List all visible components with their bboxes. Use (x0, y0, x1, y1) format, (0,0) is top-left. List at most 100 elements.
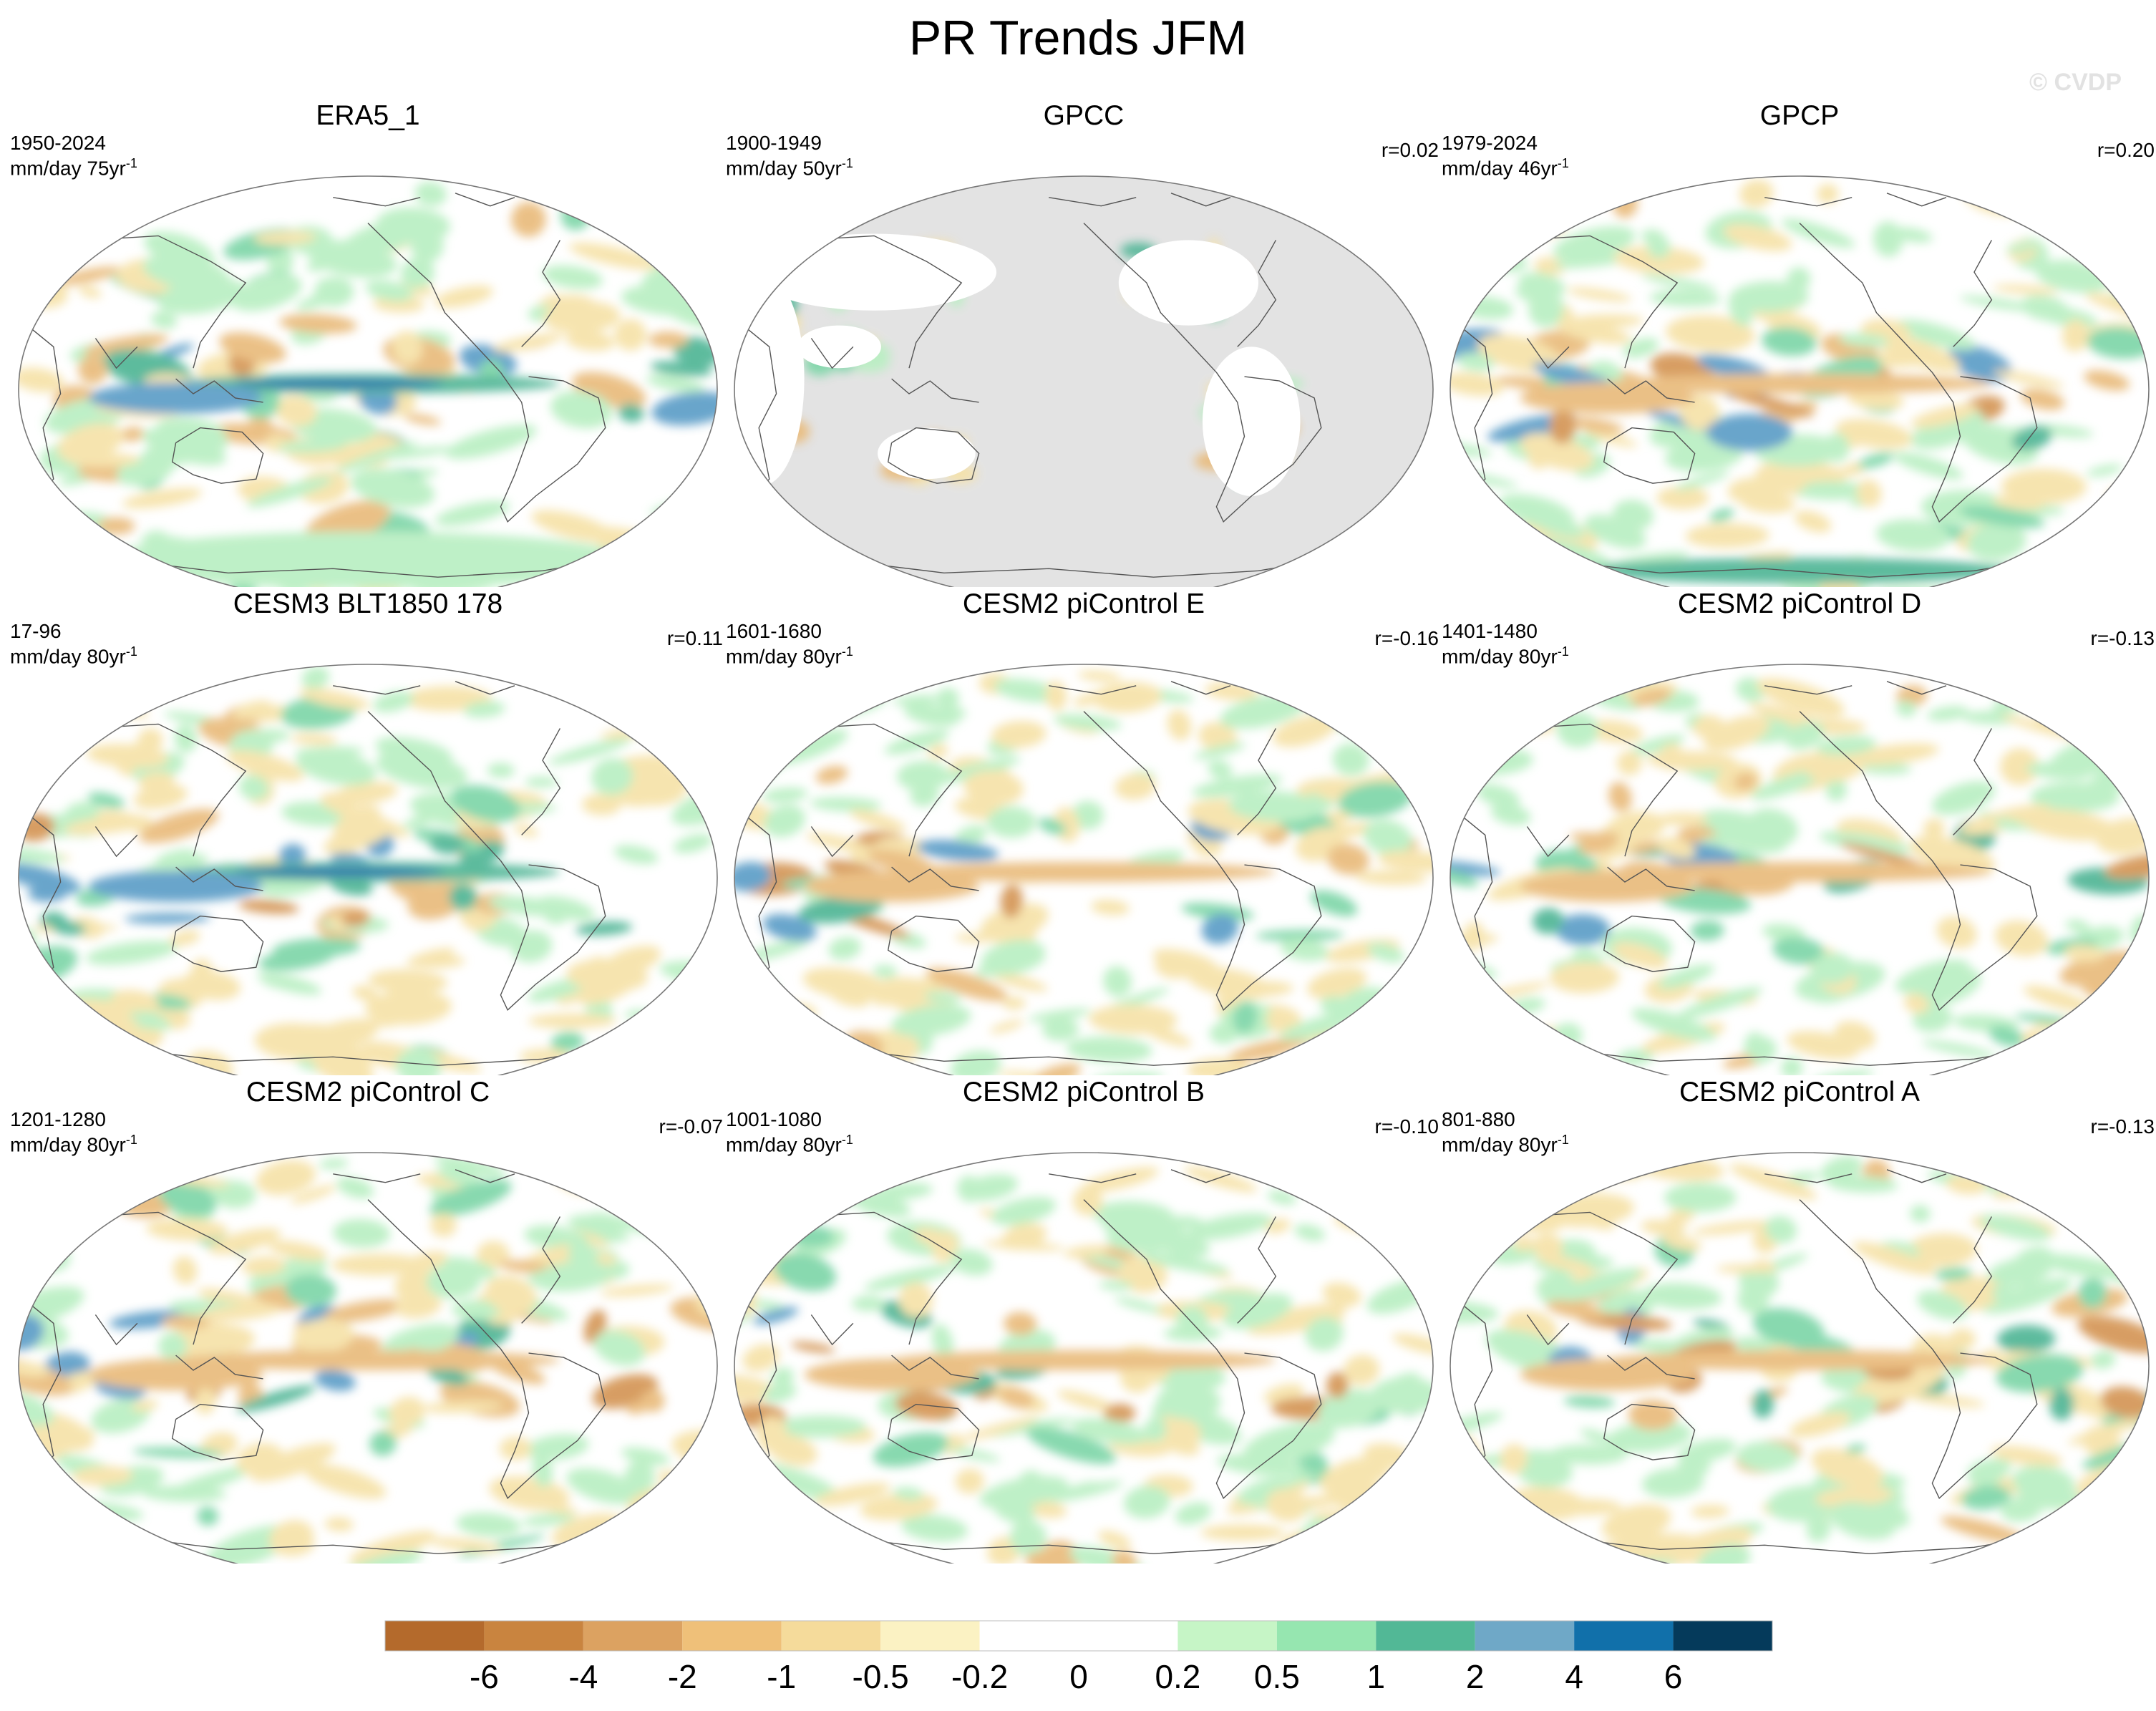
globe-border (734, 664, 1434, 1075)
colorbar-swatch (1376, 1621, 1475, 1651)
map-area (1450, 664, 2150, 1075)
globe-border (1450, 175, 2150, 587)
coastline (455, 681, 515, 695)
panel-period: 1900-1949 (726, 132, 822, 154)
map-area (18, 664, 718, 1075)
colorbar-swatch (979, 1621, 1079, 1651)
colorbar-tick-label: -0.2 (951, 1658, 1008, 1695)
coastline (891, 1354, 979, 1380)
panel-title: CESM2 piControl E (962, 588, 1205, 619)
coastline (367, 223, 501, 373)
coastline (1886, 681, 1947, 695)
coastline (887, 427, 980, 484)
coastline (1170, 1169, 1231, 1183)
panel-units: mm/day 80yr-1 (726, 644, 853, 668)
coastline (1953, 240, 1993, 347)
map-panel-cesm3-blt1850: CESM3 BLT1850 178 17-96 mm/day 80yr-1 r=… (10, 588, 726, 1075)
colorbar-tick-label: 4 (1565, 1658, 1583, 1695)
coastline (887, 915, 980, 972)
coastline (1953, 728, 1993, 835)
map-panel-cesm2-c: CESM2 piControl C 1201-1280 mm/day 80yr-… (10, 1077, 726, 1564)
coastline (1931, 372, 2038, 523)
panel-correlation: r=-0.16 (1374, 627, 1439, 649)
map-area (734, 1152, 1434, 1564)
colorbar-swatch (1079, 1621, 1178, 1651)
coastline (175, 378, 263, 403)
coastline (367, 1199, 501, 1349)
coastline (1083, 223, 1217, 373)
coastline (1799, 1199, 1933, 1349)
colorbar-swatch (484, 1621, 583, 1651)
colorbar-swatch (583, 1621, 683, 1651)
panel-correlation: r=0.11 (666, 627, 723, 649)
panel-units: mm/day 75yr-1 (10, 156, 137, 180)
coastline (171, 427, 264, 484)
figure-title: PR Trends JFM (908, 11, 1248, 65)
globe-border (734, 175, 1434, 587)
colorbar-swatch (385, 1621, 485, 1651)
map-area (734, 175, 1434, 587)
coastline (887, 1403, 980, 1460)
map-area (18, 1152, 718, 1564)
coastline (521, 1216, 561, 1324)
colorbar-tick-label: 1 (1366, 1658, 1385, 1695)
globe-border (1450, 664, 2150, 1075)
coastline (1607, 378, 1695, 403)
panel-title: GPCC (1043, 100, 1125, 131)
panel-period: 1001-1080 (726, 1108, 822, 1130)
coastline (1526, 338, 1570, 369)
panel-correlation: r=-0.07 (659, 1115, 724, 1138)
coastline (500, 860, 606, 1011)
coastline (1170, 193, 1231, 207)
coastline (333, 685, 421, 695)
coastline (1764, 1173, 1852, 1183)
coastline (1170, 681, 1231, 695)
colorbar-tick-label: 0.2 (1155, 1658, 1200, 1695)
coastline (1764, 197, 1852, 207)
coastline (1049, 197, 1137, 207)
colorbar-tick-label: -4 (568, 1658, 598, 1695)
coastline (171, 1403, 264, 1460)
colorbar-swatch (1673, 1621, 1772, 1651)
colorbar-tick-label: -6 (470, 1658, 499, 1695)
coastline (94, 338, 138, 369)
coastline (500, 372, 606, 523)
coastline (1603, 1403, 1696, 1460)
coastline (1764, 685, 1852, 695)
coastline (810, 338, 854, 369)
coastline (1799, 711, 1933, 861)
map-area (18, 175, 718, 587)
globe-border (734, 1152, 1434, 1564)
map-area (734, 664, 1434, 1075)
coastline (1886, 1169, 1947, 1183)
colorbar-swatch (781, 1621, 881, 1651)
coastline (1049, 1173, 1137, 1183)
coastline (1886, 193, 1947, 207)
coastline (1083, 1199, 1217, 1349)
coastline (810, 1314, 854, 1346)
panel-period: 1979-2024 (1442, 132, 1538, 154)
colorbar-swatch (1475, 1621, 1575, 1651)
globe-border (18, 1152, 718, 1564)
map-panel-cesm2-e: CESM2 piControl E 1601-1680 mm/day 80yr-… (726, 588, 1442, 1075)
coastline (175, 1354, 263, 1380)
colorbar-tick-label: 0.5 (1254, 1658, 1300, 1695)
coastline (1603, 915, 1696, 972)
coastline (521, 240, 561, 347)
coastline (1237, 1216, 1277, 1324)
colorbar-frame (384, 1620, 1773, 1652)
colorbar-tick-label: -2 (668, 1658, 697, 1695)
coastline (333, 1173, 421, 1183)
panel-title: CESM2 piControl B (962, 1077, 1205, 1107)
panel-period: 17-96 (10, 620, 62, 642)
coastline (1953, 1216, 1993, 1324)
panel-title: ERA5_1 (316, 100, 420, 131)
panel-title: CESM2 piControl A (1679, 1077, 1920, 1107)
colorbar-tick-label: 0 (1069, 1658, 1088, 1695)
coastline (1215, 372, 1322, 523)
coastline (1526, 826, 1570, 858)
panel-correlation: r=-0.13 (2090, 1115, 2155, 1138)
colorbar-tick-label: -0.5 (853, 1658, 909, 1695)
map-panel-era5: ERA5_1 1950-2024 mm/day 75yr-1 (10, 100, 726, 587)
panel-period: 1950-2024 (10, 132, 106, 154)
